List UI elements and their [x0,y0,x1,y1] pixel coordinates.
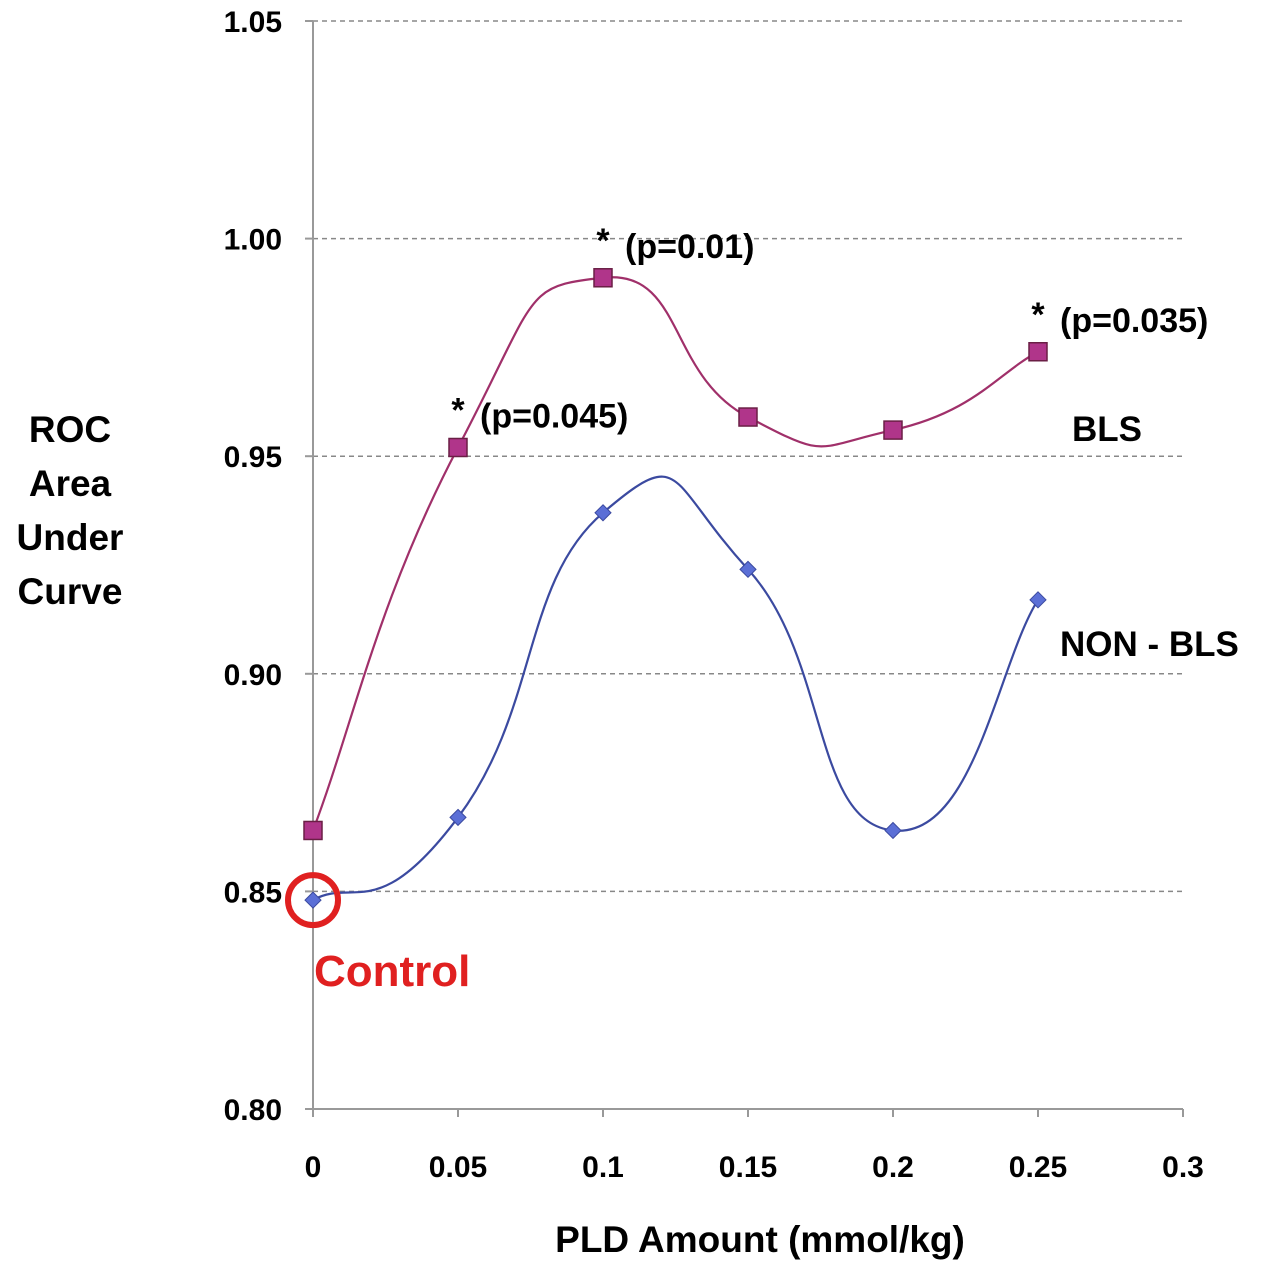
y-axis-title-line-1: ROC [29,409,111,450]
annotation-star-1: * [596,222,610,260]
grid-lines [313,20,1183,893]
bls-point-5 [1028,342,1048,362]
annotation-pvalue-0: (p=0.045) [480,397,628,435]
non-bls-point-5 [1029,591,1047,609]
series-lines [311,276,1039,902]
bls-point-1 [448,437,468,458]
annotation-star-2: * [1031,296,1045,334]
series-line-bls [311,276,1039,831]
non-bls-point-4 [884,821,902,840]
y-tick-label-2: 0.90 [224,659,282,692]
bls-point-0 [303,820,323,841]
non-bls-point-0 [304,891,322,909]
x-tick-label-4: 0.2 [872,1151,914,1184]
y-tick-label-5: 1.05 [224,6,282,39]
non-bls-point-3 [739,560,757,579]
series-label-bls: BLS [1072,410,1142,449]
series-line-non-bls [312,475,1039,902]
x-tick-label-6: 0.3 [1162,1151,1204,1184]
control-label: Control [314,947,470,996]
y-axis-title-line-3: Under [17,517,124,558]
annotation-pvalue-2: (p=0.035) [1060,302,1208,340]
y-axis-title-line-4: Curve [18,571,123,612]
y-tick-label-0: 0.80 [224,1094,282,1127]
non-bls-point-1 [449,808,467,827]
bls-point-2 [593,268,613,288]
x-axis-title: PLD Amount (mmol/kg) [555,1219,965,1260]
control-highlight-circle [285,872,341,929]
bls-point-3 [738,407,758,427]
y-tick-label-3: 0.95 [224,441,282,474]
non-bls-point-2 [594,504,612,522]
y-axis-title-line-2: Area [29,463,112,504]
x-tick-label-0: 0 [305,1151,322,1184]
series-label-non-bls: NON - BLS [1060,625,1239,664]
annotation-pvalue-1: (p=0.01) [625,228,754,266]
bls-point-4 [883,420,903,440]
x-tick-label-3: 0.15 [719,1151,777,1184]
x-tick-label-5: 0.25 [1009,1151,1067,1184]
significance-annotations: * (p=0.045) * (p=0.01) * (p=0.035) [451,222,1208,436]
y-tick-labels: 0.80 0.85 0.90 0.95 1.00 1.05 [224,6,282,1127]
x-tick-labels: 0 0.05 0.1 0.15 0.2 0.25 0.3 [305,1151,1204,1184]
series-markers [303,268,1048,909]
x-tick-label-1: 0.05 [429,1151,487,1184]
y-axis-title: ROC Area Under Curve [17,409,124,612]
y-tick-label-1: 0.85 [224,876,282,909]
y-tick-label-4: 1.00 [224,224,282,257]
x-tick-label-2: 0.1 [582,1151,624,1184]
annotation-star-0: * [451,391,465,429]
